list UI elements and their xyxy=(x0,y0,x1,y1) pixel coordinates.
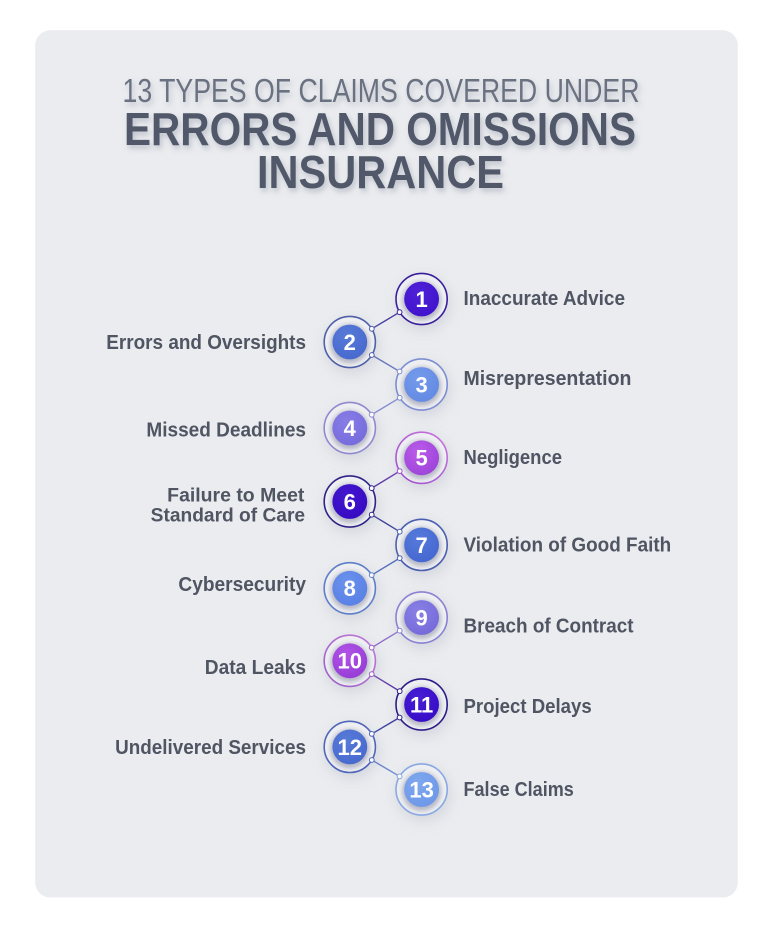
svg-text:3: 3 xyxy=(415,372,427,397)
svg-text:Cybersecurity: Cybersecurity xyxy=(178,573,306,596)
svg-text:Misrepresentation: Misrepresentation xyxy=(464,367,632,390)
svg-text:Violation of Good Faith: Violation of Good Faith xyxy=(464,533,672,556)
svg-text:2: 2 xyxy=(344,330,356,355)
svg-text:10: 10 xyxy=(338,649,362,674)
svg-text:4: 4 xyxy=(344,416,357,441)
svg-text:Negligence: Negligence xyxy=(464,446,563,469)
svg-text:INSURANCE: INSURANCE xyxy=(257,146,504,198)
svg-text:6: 6 xyxy=(344,489,356,514)
svg-text:Errors and Oversights: Errors and Oversights xyxy=(106,331,306,354)
svg-text:7: 7 xyxy=(415,533,427,558)
svg-text:Inaccurate Advice: Inaccurate Advice xyxy=(464,287,626,310)
svg-text:Standard of Care: Standard of Care xyxy=(151,506,305,527)
svg-text:Breach of Contract: Breach of Contract xyxy=(464,614,634,637)
svg-text:12: 12 xyxy=(338,735,362,760)
svg-text:Undelivered Services: Undelivered Services xyxy=(115,736,306,759)
svg-text:Failure to Meet: Failure to Meet xyxy=(167,486,305,507)
svg-text:False Claims: False Claims xyxy=(464,778,574,801)
svg-text:1: 1 xyxy=(415,287,427,312)
svg-text:Data Leaks: Data Leaks xyxy=(205,656,306,679)
svg-text:11: 11 xyxy=(410,692,433,717)
svg-text:13 TYPES OF CLAIMS COVERED UND: 13 TYPES OF CLAIMS COVERED UNDER xyxy=(123,72,640,109)
svg-text:8: 8 xyxy=(344,576,356,601)
svg-text:5: 5 xyxy=(415,446,427,471)
svg-text:ERRORS AND OMISSIONS: ERRORS AND OMISSIONS xyxy=(124,103,636,155)
svg-text:9: 9 xyxy=(415,605,427,630)
svg-text:Project Delays: Project Delays xyxy=(464,695,592,718)
svg-text:13: 13 xyxy=(409,777,433,802)
svg-text:Missed Deadlines: Missed Deadlines xyxy=(146,418,306,441)
